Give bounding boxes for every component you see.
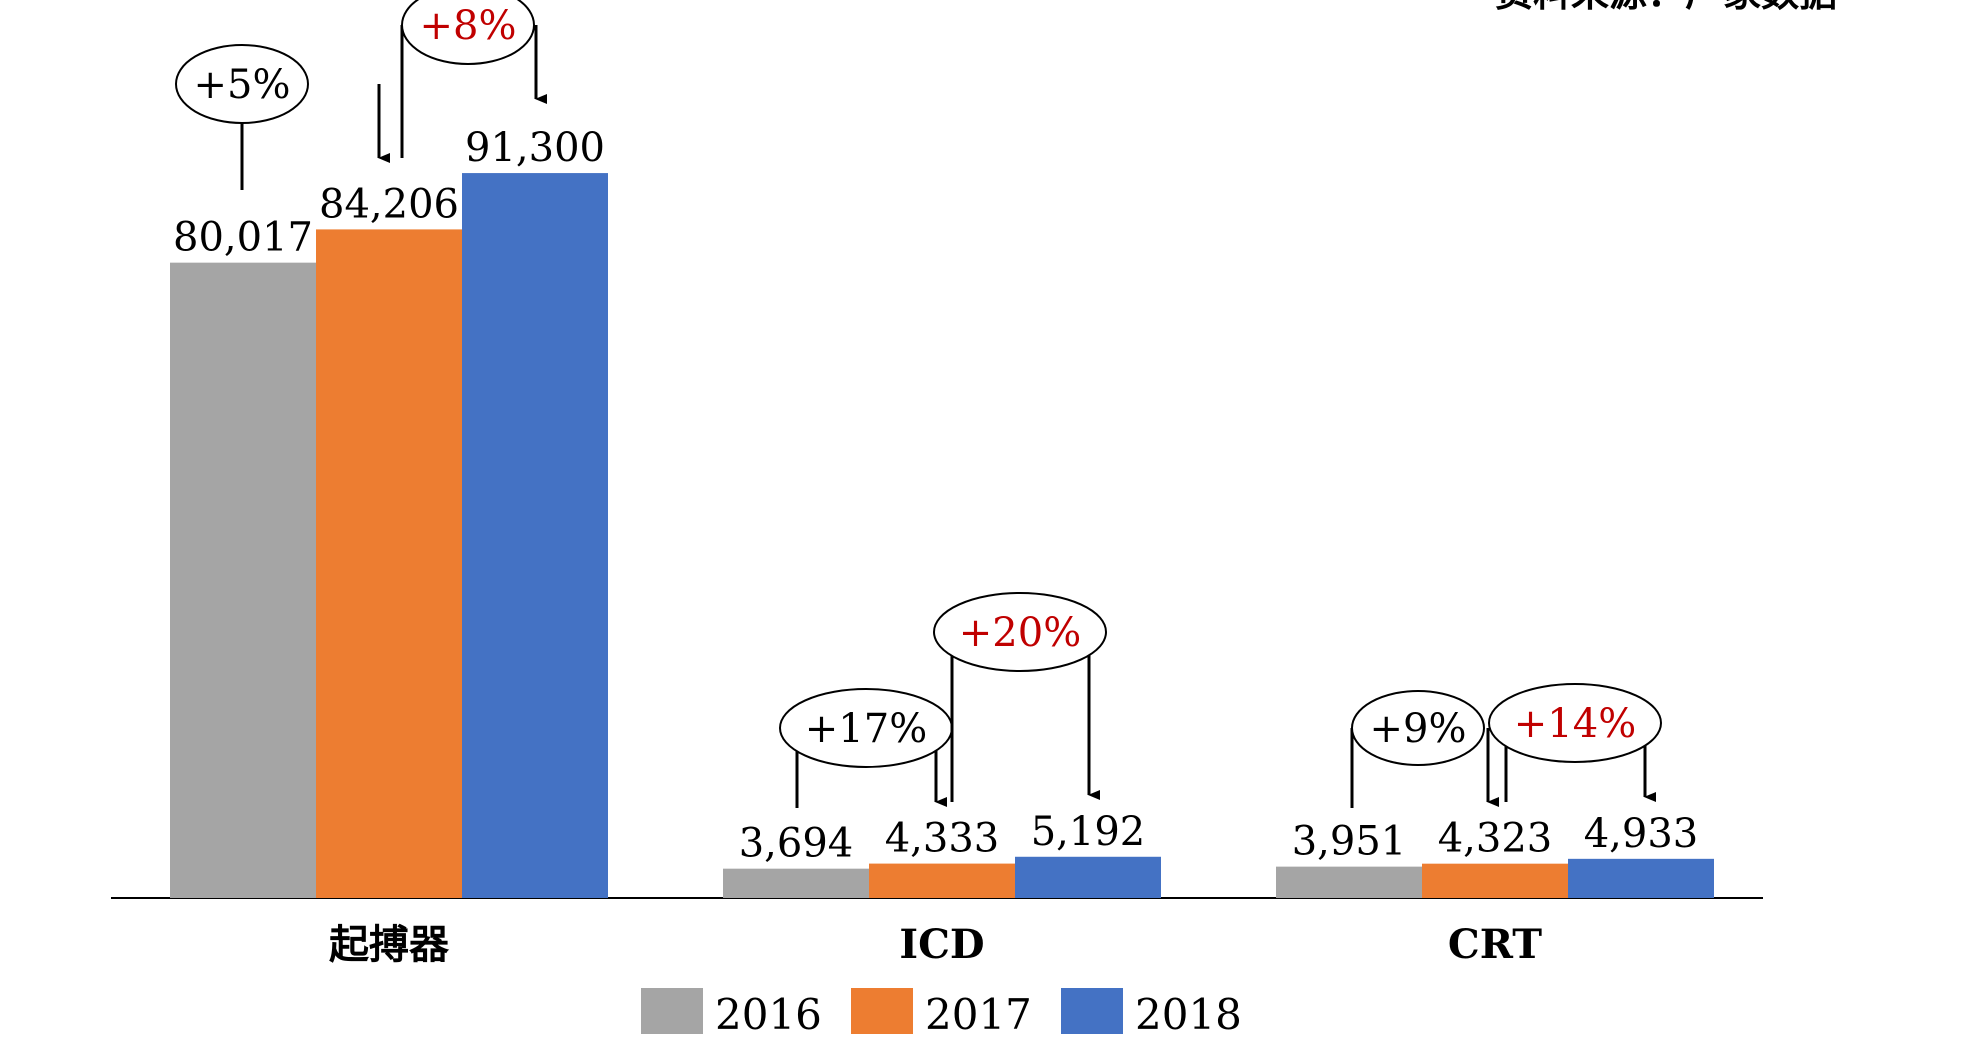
category-label-0: 起搏器 (329, 921, 450, 968)
annotation-label: +14% (1514, 701, 1636, 747)
legend-label-2016: 2016 (715, 990, 822, 1039)
source-note: 资料来源：厂家数据 (1495, 0, 1837, 15)
category-labels-layer: 起搏器 ICD CRT (329, 921, 1542, 968)
legend-item-2018: 2018 (1061, 988, 1242, 1039)
legend: 2016 2017 2018 (641, 988, 1242, 1039)
bar-2018-0 (462, 173, 608, 898)
annotation-bubble (401, 0, 535, 65)
annotation-bubble (933, 592, 1107, 672)
legend-swatch-2018 (1061, 988, 1123, 1034)
data-label-2017-0: 84,206 (319, 181, 459, 227)
data-labels-layer: 80,017 3,694 3,951 84,206 4,333 4,323 91,300 5,… (173, 125, 1698, 867)
annotation-label: +20% (959, 610, 1081, 656)
legend-swatch-2016 (641, 988, 703, 1034)
bar-2017-2 (1422, 863, 1568, 898)
bar-2016-2 (1276, 866, 1422, 898)
growth-annotation-3: +20% (933, 592, 1107, 802)
annotation-bubble (175, 44, 309, 124)
category-label-2: CRT (1448, 921, 1542, 968)
data-label-2018-2: 4,933 (1584, 811, 1699, 857)
legend-item-2017: 2017 (851, 988, 1032, 1039)
bar-2018-1 (1015, 856, 1161, 898)
data-label-2016-0: 80,017 (173, 215, 313, 261)
data-label-2016-2: 3,951 (1292, 819, 1407, 865)
growth-annotation-4: +9% (1350, 690, 1499, 808)
bar-2018-2 (1568, 858, 1714, 898)
growth-annotations-layer: +5% +8% +17% +20% +9% +14% (175, 0, 1662, 808)
growth-annotation-2: +17% (779, 688, 953, 808)
annotation-label: +5% (194, 62, 291, 108)
annotation-bubble (1351, 690, 1485, 766)
annotation-label: +9% (1370, 706, 1467, 752)
data-label-2017-1: 4,333 (885, 816, 1000, 862)
category-label-1: ICD (899, 921, 984, 968)
annotation-label: +8% (420, 3, 517, 49)
data-label-2018-1: 5,192 (1031, 809, 1146, 855)
data-label-2016-1: 3,694 (739, 821, 854, 867)
legend-label-2018: 2018 (1135, 990, 1242, 1039)
data-label-2017-2: 4,323 (1438, 816, 1553, 862)
legend-swatch-2017 (851, 988, 913, 1034)
legend-label-2017: 2017 (925, 990, 1032, 1039)
annotation-label: +17% (805, 706, 927, 752)
growth-annotation-1: +8% (400, 0, 547, 158)
legend-item-2016: 2016 (641, 988, 822, 1039)
bar-2017-1 (869, 863, 1015, 898)
growth-annotation-5: +14% (1488, 683, 1662, 802)
bar-2017-0 (316, 229, 462, 898)
bars-layer (170, 173, 1714, 898)
annotation-bubble (1488, 683, 1662, 763)
bar-2016-0 (170, 262, 316, 898)
growth-annotation-0: +5% (175, 44, 390, 190)
bar-2016-1 (723, 868, 869, 898)
data-label-2018-0: 91,300 (465, 125, 605, 171)
